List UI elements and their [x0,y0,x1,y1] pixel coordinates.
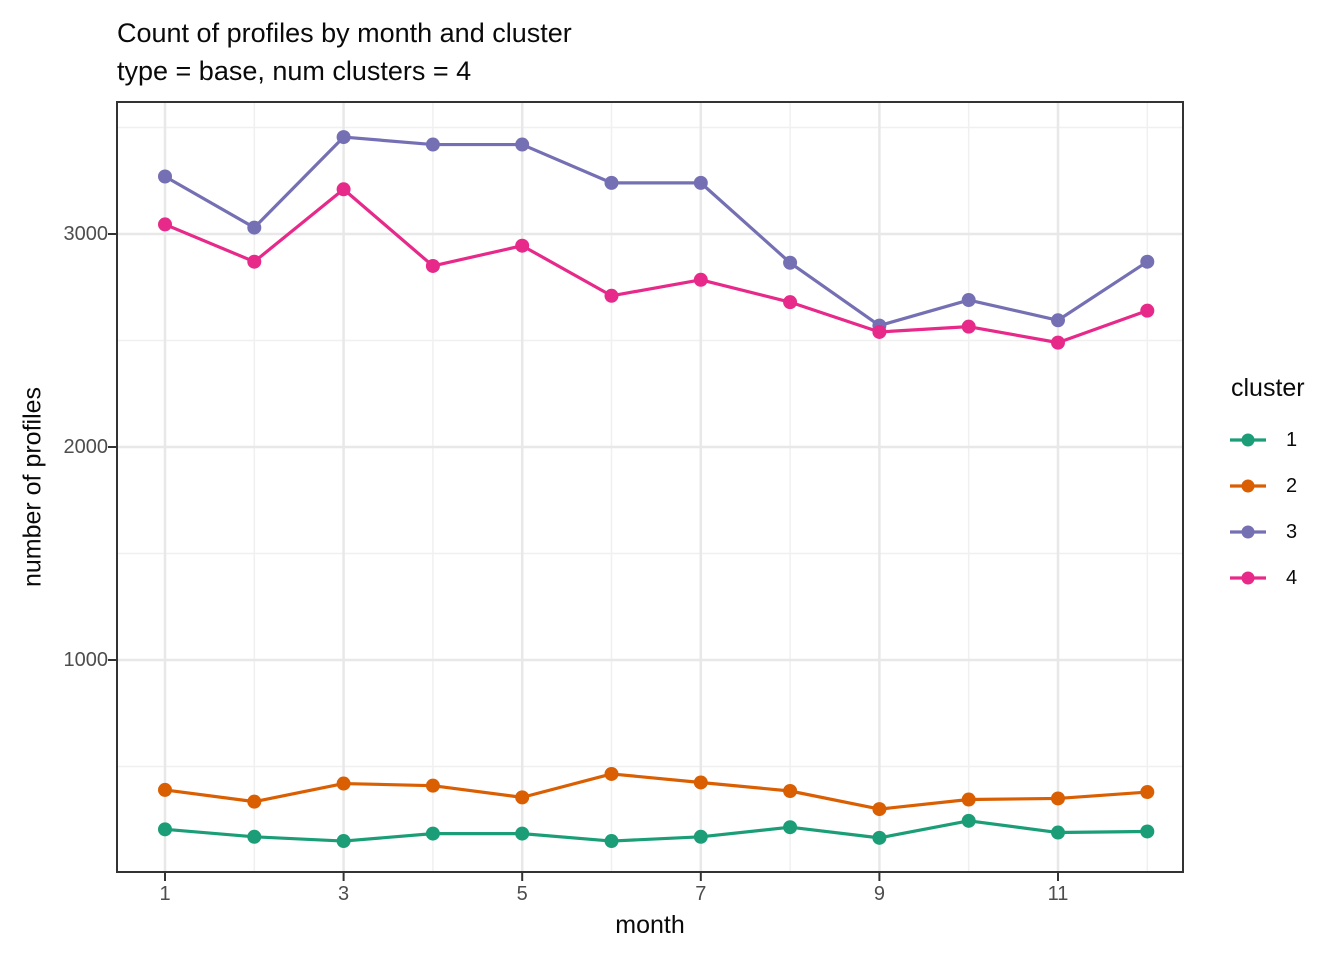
x-tick-label-7: 7 [695,883,707,905]
panel-border [116,101,1184,873]
data-point-cluster-3-month-3 [336,130,351,145]
legend-label: 2 [1286,474,1298,497]
legend-item-cluster-4: 4 [1229,555,1305,601]
data-point-cluster-1-month-1 [158,822,172,837]
legend-item-cluster-1: 1 [1229,417,1305,463]
legend-label: 3 [1286,520,1298,543]
data-point-cluster-2-month-3 [336,776,351,791]
x-tick-label-1: 1 [159,883,171,905]
data-point-cluster-3-month-1 [158,169,172,184]
data-point-cluster-2-month-10 [961,792,976,807]
data-point-cluster-3-month-6 [604,175,619,190]
data-point-cluster-1-month-9 [872,830,887,845]
chart-subtitle: type = base, num clusters = 4 [117,56,472,86]
legend-label: 4 [1286,566,1298,589]
data-point-cluster-1-month-8 [783,820,798,835]
data-point-cluster-2-month-1 [158,782,172,797]
data-point-cluster-4-month-11 [1051,335,1065,350]
data-point-cluster-1-month-6 [604,834,619,849]
data-point-cluster-1-month-10 [961,813,976,828]
data-point-cluster-1-month-5 [515,826,530,841]
x-tick-label-3: 3 [338,883,350,905]
chart-title: Count of profiles by month and cluster [117,18,572,48]
data-point-cluster-2-month-12 [1140,785,1155,800]
data-point-cluster-3-month-5 [515,137,530,152]
data-point-cluster-1-month-12 [1140,824,1155,839]
series-line-cluster-1 [163,819,1149,843]
data-point-cluster-2-month-11 [1051,791,1065,806]
data-point-cluster-4-month-1 [158,217,172,232]
data-point-cluster-4-month-8 [783,295,798,310]
x-tick-label-9: 9 [873,883,885,905]
legend-label: 1 [1286,428,1298,451]
panel-background [117,102,1183,872]
legend-key-icon [1230,571,1266,585]
series-line-cluster-2 [163,772,1149,811]
data-point-cluster-2-month-8 [783,783,798,798]
legend-key-icon [1230,525,1266,539]
series-line-cluster-3 [163,135,1149,328]
data-point-cluster-1-month-2 [247,829,262,844]
y-axis-title: number of profiles [18,386,47,588]
y-tick-label-1000: 1000 [63,649,109,671]
data-point-cluster-3-month-7 [693,175,708,190]
series-line-cluster-4 [163,187,1149,345]
x-tick-label-11: 11 [1047,883,1069,905]
data-point-cluster-2-month-2 [247,794,262,809]
data-point-cluster-4-month-10 [961,319,976,334]
data-point-cluster-2-month-7 [693,775,708,790]
data-point-cluster-4-month-3 [336,182,351,197]
x-tick-label-5: 5 [516,883,528,905]
data-point-cluster-4-month-6 [604,288,619,303]
data-point-cluster-4-month-9 [872,324,887,339]
data-point-cluster-1-month-4 [425,826,440,841]
legend-item-cluster-2: 2 [1229,463,1305,509]
legend-key-icon [1230,479,1266,493]
data-point-cluster-4-month-7 [693,272,708,287]
data-point-cluster-2-month-9 [872,802,887,817]
data-point-cluster-3-month-4 [425,137,440,152]
legend: cluster 1 2 3 4 [1229,374,1305,601]
data-point-cluster-4-month-12 [1140,303,1155,318]
y-tick-label-3000: 3000 [63,223,109,245]
data-point-cluster-4-month-2 [247,254,262,269]
x-axis-title: month [615,911,685,939]
data-point-cluster-3-month-8 [783,255,798,270]
data-point-cluster-3-month-11 [1051,313,1065,328]
data-point-cluster-3-month-12 [1140,254,1155,269]
legend-key-icon [1230,433,1266,447]
data-point-cluster-3-month-2 [247,220,262,235]
legend-title: cluster [1231,374,1305,402]
data-point-cluster-4-month-5 [515,238,530,253]
legend-items: 1 2 3 4 [1229,417,1305,601]
data-point-cluster-2-month-5 [515,790,530,805]
legend-item-cluster-3: 3 [1229,509,1305,555]
data-point-cluster-1-month-11 [1051,825,1065,840]
data-point-cluster-1-month-7 [693,829,708,844]
data-point-cluster-2-month-4 [425,778,440,793]
data-point-cluster-1-month-3 [336,834,351,849]
y-tick-label-2000: 2000 [63,436,109,458]
data-point-cluster-3-month-10 [961,293,976,308]
data-point-cluster-4-month-4 [425,258,440,273]
data-point-cluster-2-month-6 [604,766,619,781]
